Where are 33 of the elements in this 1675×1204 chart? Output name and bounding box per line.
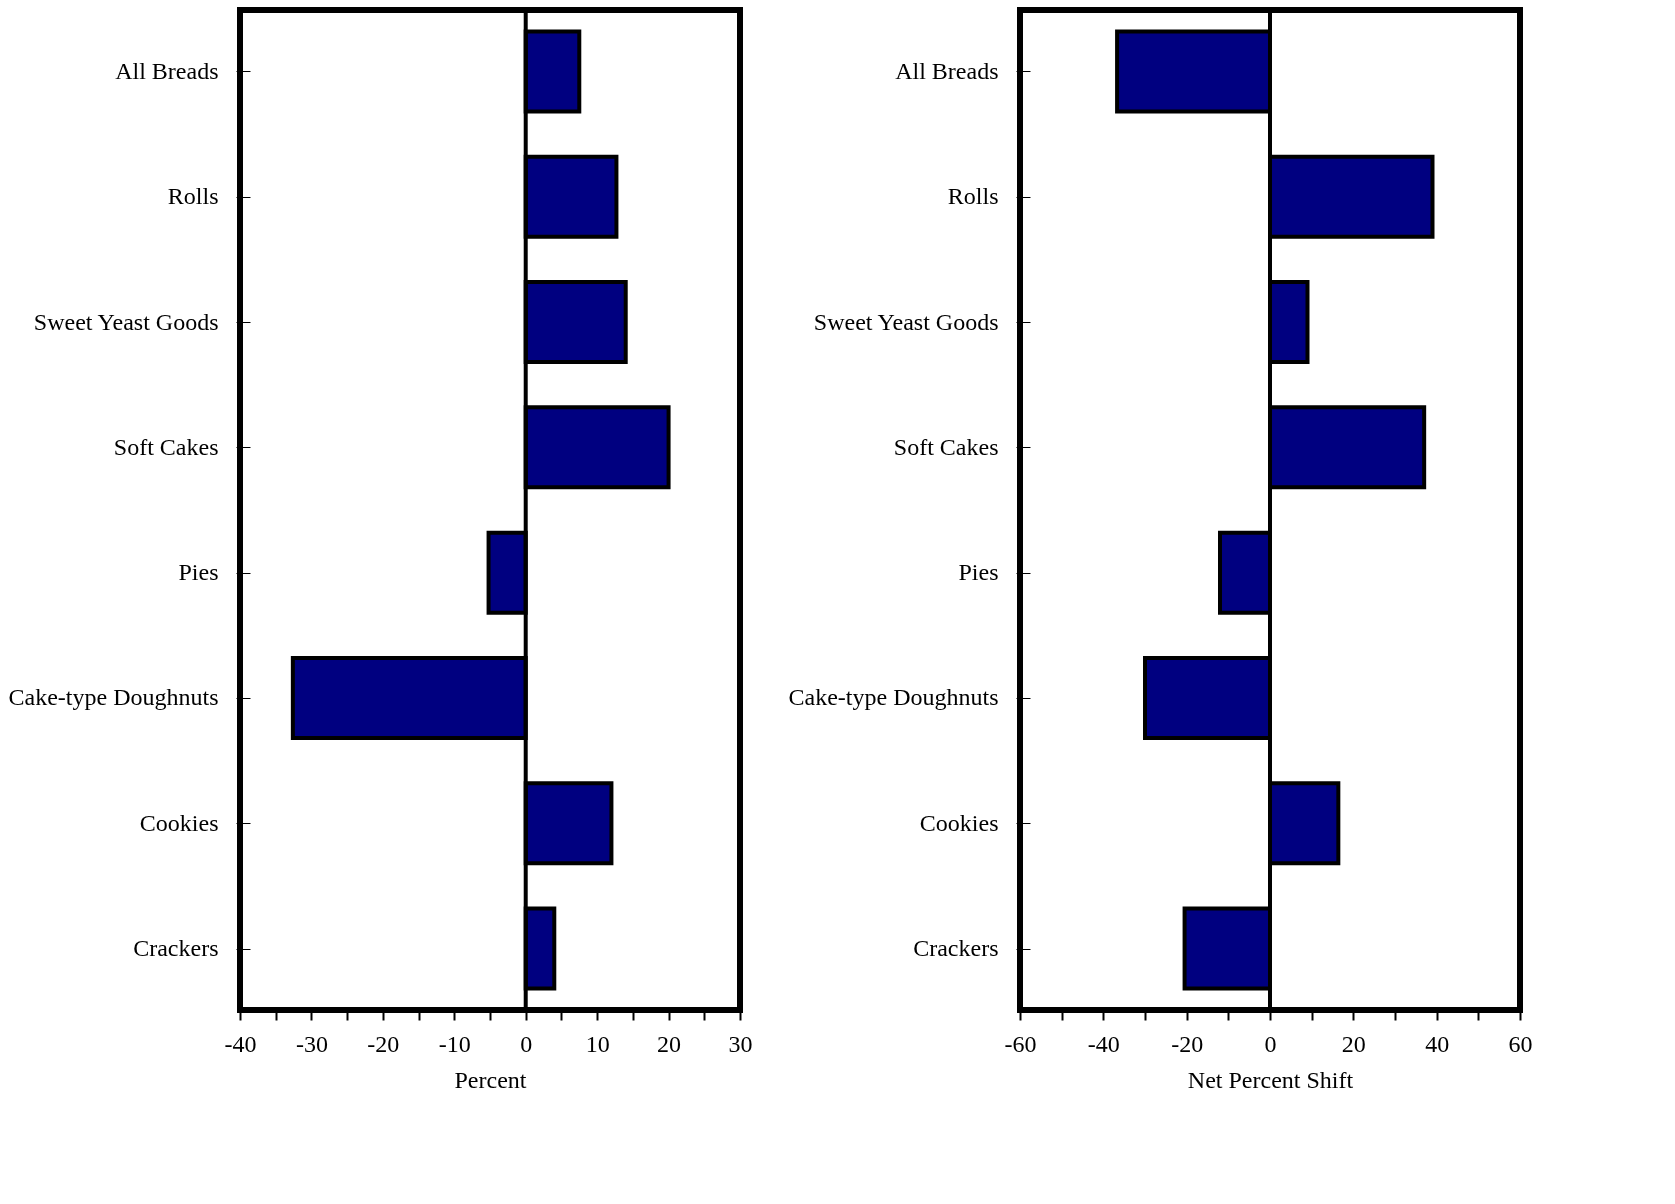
y-tick-label: Rolls — [167, 183, 219, 210]
y-tick-label: Sweet Yeast Goods — [813, 308, 999, 335]
y-tick-label: Rolls — [947, 183, 999, 210]
y-tick-label: Crackers — [913, 935, 999, 962]
x-tick-label: 40 — [1425, 1030, 1450, 1057]
y-tick-label: Pies — [178, 559, 219, 586]
x-tick-label: -20 — [367, 1030, 400, 1057]
x-axis-title: Net Percent Shift — [1187, 1066, 1354, 1093]
y-tick-label: Sweet Yeast Goods — [33, 308, 219, 335]
x-tick-label: -30 — [295, 1030, 328, 1057]
y-tick-label: Cookies — [139, 809, 219, 836]
x-tick-label: -20 — [1171, 1030, 1204, 1057]
x-tick-label: 0 — [1264, 1030, 1277, 1057]
y-tick-label: Crackers — [133, 935, 219, 962]
x-tick-label: -40 — [224, 1030, 257, 1057]
y-tick-label: Pies — [958, 559, 999, 586]
x-tick-label: 10 — [585, 1030, 610, 1057]
x-tick-label: 30 — [728, 1030, 753, 1057]
x-axis-title: Percent — [454, 1066, 527, 1093]
x-tick-label: -40 — [1087, 1030, 1120, 1057]
y-tick-label: Cake-type Doughnuts — [8, 684, 219, 711]
y-tick-label: All Breads — [115, 57, 219, 84]
y-tick-label: Cake-type Doughnuts — [788, 684, 999, 711]
y-tick-label: Soft Cakes — [113, 433, 219, 460]
x-tick-label: 0 — [520, 1030, 533, 1057]
x-tick-label: 20 — [1341, 1030, 1366, 1057]
y-tick-label: All Breads — [895, 57, 999, 84]
x-tick-label: -60 — [1004, 1030, 1037, 1057]
y-tick-label: Cookies — [919, 809, 999, 836]
y-tick-label: Soft Cakes — [893, 433, 999, 460]
x-tick-label: -10 — [438, 1030, 471, 1057]
x-tick-label: 20 — [657, 1030, 682, 1057]
x-tick-label: 60 — [1508, 1030, 1533, 1057]
